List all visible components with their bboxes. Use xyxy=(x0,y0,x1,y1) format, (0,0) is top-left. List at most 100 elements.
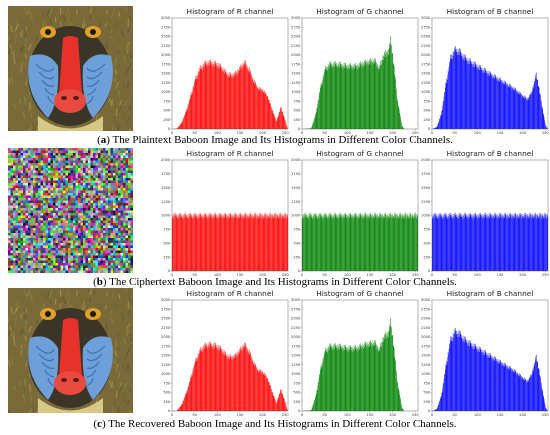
x-tick-label: 50 xyxy=(192,413,197,417)
y-tick-label: 1500 xyxy=(421,186,431,190)
x-tick-label: 250 xyxy=(412,131,420,135)
y-tick-label: 2250 xyxy=(291,44,301,48)
y-tick-label: 0 xyxy=(168,269,171,273)
y-tick-label: 2750 xyxy=(291,307,301,311)
y-tick-label: 1750 xyxy=(421,172,431,176)
x-tick-label: 150 xyxy=(367,413,375,417)
y-tick-label: 1000 xyxy=(421,90,431,94)
y-tick-label: 750 xyxy=(293,381,301,385)
x-tick-label: 50 xyxy=(452,413,457,417)
x-tick-label: 50 xyxy=(192,131,197,135)
y-tick-label: 250 xyxy=(293,400,301,404)
y-tick-label: 1500 xyxy=(291,354,301,358)
x-tick-label: 50 xyxy=(192,273,197,277)
y-tick-label: 500 xyxy=(423,241,431,245)
y-tick-label: 1750 xyxy=(161,344,171,348)
y-tick-label: 500 xyxy=(163,109,171,113)
x-tick-label: 100 xyxy=(474,413,482,417)
y-tick-label: 1750 xyxy=(161,172,171,176)
x-tick-label: 0 xyxy=(431,131,434,135)
y-tick-label: 1750 xyxy=(421,344,431,348)
x-tick-label: 250 xyxy=(542,273,550,277)
ciphertext-baboon-image xyxy=(8,148,133,273)
x-tick-label: 250 xyxy=(282,131,290,135)
histogram-bars xyxy=(172,212,288,271)
x-tick-label: 100 xyxy=(344,131,352,135)
noise-picture xyxy=(8,148,133,273)
y-tick-label: 750 xyxy=(163,381,171,385)
y-tick-label: 2000 xyxy=(291,158,301,162)
baboon-picture xyxy=(8,6,133,131)
x-tick-label: 0 xyxy=(431,273,434,277)
y-tick-label: 1500 xyxy=(421,354,431,358)
x-tick-label: 200 xyxy=(259,131,267,135)
y-tick-label: 500 xyxy=(423,109,431,113)
x-tick-label: 0 xyxy=(301,131,304,135)
y-tick-label: 1250 xyxy=(421,81,431,85)
x-tick-label: 50 xyxy=(452,131,457,135)
y-tick-label: 2000 xyxy=(291,53,301,57)
caption-a: (a) The Plaintext Baboon Image and Its H… xyxy=(97,134,453,146)
y-tick-label: 2000 xyxy=(421,53,431,57)
histogram-title: Histogram of B channel xyxy=(447,149,534,158)
y-tick-label: 2500 xyxy=(421,35,431,39)
x-tick-label: 50 xyxy=(322,413,327,417)
histogram-bars xyxy=(432,45,548,130)
y-tick-label: 1500 xyxy=(161,186,171,190)
histogram-title: Histogram of R channel xyxy=(187,7,274,16)
y-tick-label: 2250 xyxy=(421,44,431,48)
y-tick-label: 1250 xyxy=(291,363,301,367)
y-tick-label: 2000 xyxy=(421,335,431,339)
x-tick-label: 150 xyxy=(497,131,505,135)
y-tick-label: 1500 xyxy=(291,72,301,76)
y-tick-label: 750 xyxy=(163,99,171,103)
y-tick-label: 2250 xyxy=(421,326,431,330)
histogram-a-g: Histogram of G channel 0 250 500 750 1000 1250… xyxy=(290,6,420,139)
y-tick-label: 2750 xyxy=(421,25,431,29)
y-tick-label: 1500 xyxy=(161,72,171,76)
y-tick-label: 1500 xyxy=(161,354,171,358)
y-tick-label: 1250 xyxy=(291,81,301,85)
x-tick-label: 100 xyxy=(474,131,482,135)
y-tick-label: 0 xyxy=(168,409,171,413)
y-tick-label: 500 xyxy=(163,391,171,395)
histogram-bars xyxy=(432,327,548,411)
y-tick-label: 500 xyxy=(293,109,301,113)
y-tick-label: 1250 xyxy=(161,81,171,85)
y-tick-label: 250 xyxy=(163,400,171,404)
x-tick-label: 200 xyxy=(519,413,527,417)
histogram-b-r: Histogram of R channel 0 250 500 750 1000 1250… xyxy=(160,148,290,281)
y-tick-label: 2000 xyxy=(161,53,171,57)
histogram-bars xyxy=(302,212,418,271)
x-tick-label: 100 xyxy=(214,131,222,135)
x-tick-label: 200 xyxy=(259,413,267,417)
y-tick-label: 1000 xyxy=(421,214,431,218)
y-tick-label: 0 xyxy=(168,127,171,131)
y-tick-label: 250 xyxy=(423,118,431,122)
x-tick-label: 250 xyxy=(282,413,290,417)
y-tick-label: 1000 xyxy=(161,372,171,376)
x-tick-label: 200 xyxy=(389,413,397,417)
x-tick-label: 200 xyxy=(519,273,527,277)
y-tick-label: 1250 xyxy=(161,363,171,367)
y-tick-label: 2500 xyxy=(161,317,171,321)
y-tick-label: 1750 xyxy=(291,344,301,348)
histogram-bars xyxy=(302,35,404,130)
histogram-b-g: Histogram of G channel 0 250 500 750 1000 1250… xyxy=(290,148,420,281)
y-tick-label: 1750 xyxy=(291,172,301,176)
y-tick-label: 0 xyxy=(428,269,431,273)
y-tick-label: 500 xyxy=(423,391,431,395)
y-tick-label: 250 xyxy=(293,255,301,259)
x-tick-label: 0 xyxy=(171,273,174,277)
y-tick-label: 3000 xyxy=(421,298,431,302)
y-tick-label: 750 xyxy=(423,99,431,103)
histogram-a-b: Histogram of B channel 0 250 500 750 1000 1250… xyxy=(420,6,550,139)
y-tick-label: 1000 xyxy=(161,90,171,94)
x-tick-label: 150 xyxy=(367,131,375,135)
x-tick-label: 200 xyxy=(259,273,267,277)
y-tick-label: 0 xyxy=(298,269,301,273)
histogram-bars xyxy=(432,212,548,271)
histogram-title: Histogram of B channel xyxy=(447,7,534,16)
x-tick-label: 100 xyxy=(214,273,222,277)
y-tick-label: 250 xyxy=(423,400,431,404)
